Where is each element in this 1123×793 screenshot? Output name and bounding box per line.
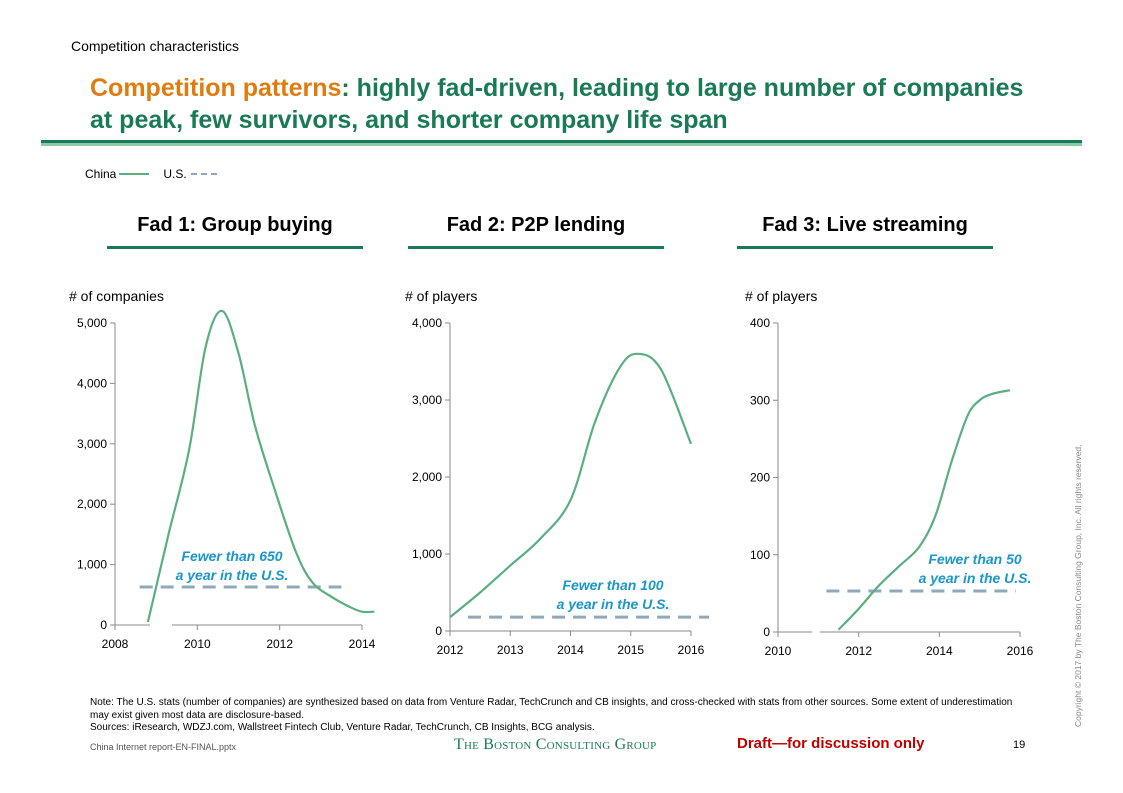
chart-1-annotation-line-2: a year in the U.S. (176, 567, 289, 583)
chart-1-y-tick-label: 3,000 (77, 437, 107, 451)
chart-3-y-tick-label: 200 (750, 471, 770, 485)
chart-1-y-tick-label: 4,000 (77, 376, 107, 390)
chart-2-y-tick-label: 0 (435, 624, 442, 638)
chart-1-x-tick-label: 2014 (349, 637, 376, 651)
chart-1-y-tick-label: 5,000 (77, 316, 107, 330)
chart-2-x-tick-label: 2016 (678, 643, 705, 657)
chart-3-x-tick-label: 2014 (926, 644, 953, 658)
chart-2-annotation-line-1: Fewer than 100 (562, 577, 663, 593)
chart-2-y-tick-label: 4,000 (412, 316, 442, 330)
chart-2-y-tick-label: 2,000 (412, 470, 442, 484)
chart-2-x-tick-label: 2013 (497, 643, 524, 657)
chart-3-y-tick-label: 400 (750, 316, 770, 330)
note-text: Note: The U.S. stats (number of companie… (90, 697, 1020, 722)
chart-1-annotation-line-1: Fewer than 650 (181, 548, 282, 564)
chart-2-x-tick-label: 2014 (557, 643, 584, 657)
chart-3-annotation-line-1: Fewer than 50 (928, 551, 1022, 567)
chart-1-y-tick-label: 2,000 (77, 497, 107, 511)
page-number: 19 (1013, 739, 1025, 751)
chart-3-x-tick-label: 2012 (845, 644, 872, 658)
chart-3-series-china (839, 390, 1010, 629)
chart-2-x-tick-label: 2015 (617, 643, 644, 657)
chart-1-x-tick-label: 2012 (266, 637, 293, 651)
chart-2-annotation-line-2: a year in the U.S. (557, 596, 670, 612)
bcg-logo: The Boston Consulting Group (454, 736, 656, 754)
chart-1-y-tick-label: 1,000 (77, 558, 107, 572)
chart-3-y-tick-label: 100 (750, 548, 770, 562)
chart-2-y-tick-label: 3,000 (412, 393, 442, 407)
draft-label: Draft—for discussion only (737, 735, 925, 752)
chart-3-x-tick-label: 2016 (1007, 644, 1034, 658)
chart-1-x-tick-label: 2010 (184, 637, 211, 651)
sources-text: Sources: iResearch, WDZJ.com, Wallstreet… (90, 722, 1020, 735)
chart-1-x-tick-label: 2008 (102, 637, 129, 651)
chart-3-y-tick-label: 0 (763, 625, 770, 639)
chart-3-y-axis-label: # of players (745, 288, 817, 304)
file-name: China Internet report-EN-FINAL.pptx (90, 742, 236, 752)
chart-2-y-tick-label: 1,000 (412, 547, 442, 561)
chart-1-y-axis-label: # of companies (69, 288, 164, 304)
copyright: Copyright © 2017 by The Boston Consultin… (1073, 444, 1083, 727)
chart-3-x-tick-label: 2010 (765, 644, 792, 658)
chart-2-x-tick-label: 2012 (437, 643, 464, 657)
chart-2-y-axis-label: # of players (405, 288, 477, 304)
chart-1-y-tick-label: 0 (100, 618, 107, 632)
footnote: Note: The U.S. stats (number of companie… (90, 697, 1020, 735)
chart-3-annotation-line-2: a year in the U.S. (919, 570, 1032, 586)
chart-3-y-tick-label: 300 (750, 393, 770, 407)
